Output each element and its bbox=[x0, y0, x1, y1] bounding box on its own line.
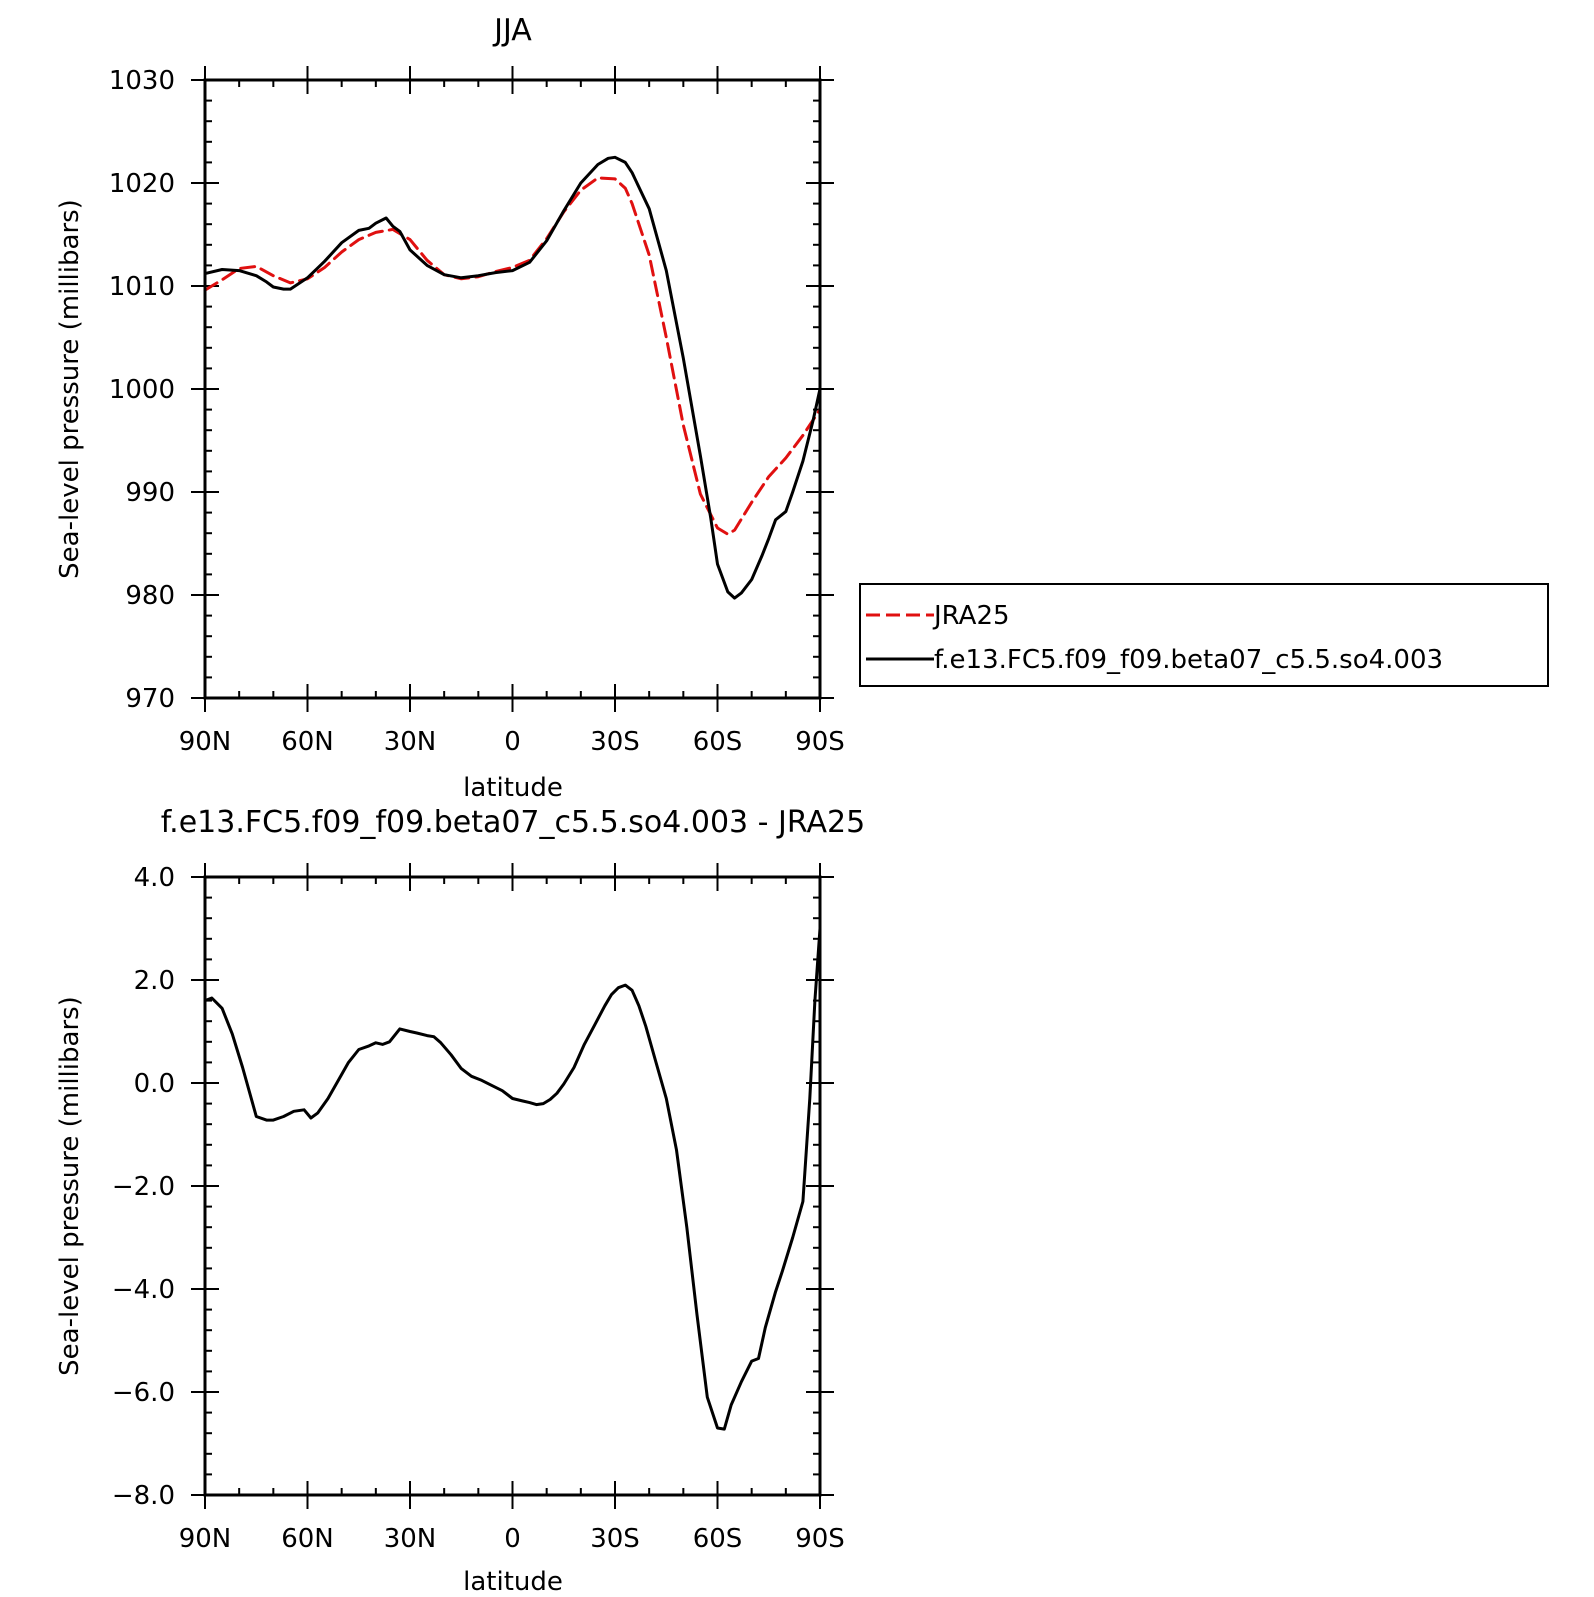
top-y-tick-labels: 970 980 990 1000 1010 1020 1030 bbox=[109, 66, 175, 714]
top-y-tick-label: 1010 bbox=[109, 272, 175, 302]
top-y-tick-label: 980 bbox=[125, 581, 175, 611]
bottom-x-tick-labels: 90N 60N 30N 0 30S 60S 90S bbox=[179, 1524, 845, 1554]
top-series-line-1 bbox=[203, 155, 822, 600]
bottom-chart-title: f.e13.FC5.f09_f09.beta07_c5.5.so4.003 - … bbox=[161, 805, 865, 840]
bottom-y-tick-label: −8.0 bbox=[112, 1481, 175, 1511]
top-x-tick-label: 30S bbox=[590, 727, 640, 757]
bottom-y-tick-label: −4.0 bbox=[112, 1275, 175, 1305]
bottom-y-tick-label: 4.0 bbox=[134, 863, 175, 893]
top-plot-frame bbox=[203, 78, 822, 700]
bottom-y-tick-label: 2.0 bbox=[134, 966, 175, 996]
top-x-tick-label: 30N bbox=[384, 727, 437, 757]
top-series-lines bbox=[203, 155, 822, 600]
legend-label-model: f.e13.FC5.f09_f09.beta07_c5.5.so4.003 bbox=[934, 645, 1443, 675]
top-y-tick-label: 1000 bbox=[109, 375, 175, 405]
top-x-tick-label: 90N bbox=[179, 727, 232, 757]
top-y-axis-title: Sea-level pressure (millibars) bbox=[55, 199, 85, 579]
top-x-tick-label: 90S bbox=[795, 727, 845, 757]
legend: JRA25 f.e13.FC5.f09_f09.beta07_c5.5.so4.… bbox=[859, 583, 1549, 687]
top-x-tick-labels: 90N 60N 30N 0 30S 60S 90S bbox=[179, 727, 845, 757]
bottom-y-tick-labels: −8.0 −6.0 −4.0 −2.0 0.0 2.0 4.0 bbox=[112, 863, 175, 1511]
top-panel: JJA 90N 60N 30N 0 30S 60S 90S 970 980 990 1000 101… bbox=[55, 13, 845, 803]
legend-label-jra25: JRA25 bbox=[932, 601, 1010, 631]
bottom-y-axis-title: Sea-level pressure (millibars) bbox=[55, 996, 85, 1376]
bottom-x-tick-label: 60S bbox=[693, 1524, 743, 1554]
bottom-x-tick-label: 30N bbox=[384, 1524, 437, 1554]
bottom-x-tick-label: 90S bbox=[795, 1524, 845, 1554]
top-y-tick-label: 1030 bbox=[109, 66, 175, 96]
bottom-y-tick-label: −6.0 bbox=[112, 1378, 175, 1408]
top-x-tick-label: 0 bbox=[504, 727, 521, 757]
bottom-series-lines bbox=[203, 927, 822, 1431]
bottom-x-axis-title: latitude bbox=[463, 1567, 563, 1597]
bottom-x-tick-label: 30S bbox=[590, 1524, 640, 1554]
bottom-y-tick-label: −2.0 bbox=[112, 1172, 175, 1202]
bottom-plot-frame bbox=[203, 875, 822, 1497]
bottom-x-tick-label: 90N bbox=[179, 1524, 232, 1554]
legend-box bbox=[859, 583, 1549, 687]
top-y-tick-label: 1020 bbox=[109, 169, 175, 199]
bottom-series-line-0 bbox=[203, 927, 822, 1431]
top-chart-title: JJA bbox=[492, 13, 532, 48]
bottom-x-tick-label: 60N bbox=[281, 1524, 334, 1554]
top-x-tick-label: 60N bbox=[281, 727, 334, 757]
top-x-axis-title: latitude bbox=[463, 773, 563, 803]
bottom-panel: f.e13.FC5.f09_f09.beta07_c5.5.so4.003 - … bbox=[55, 805, 865, 1597]
bottom-x-tick-label: 0 bbox=[504, 1524, 521, 1554]
bottom-y-tick-label: 0.0 bbox=[134, 1069, 175, 1099]
top-x-tick-label: 60S bbox=[693, 727, 743, 757]
top-y-tick-label: 990 bbox=[125, 478, 175, 508]
top-y-tick-label: 970 bbox=[125, 684, 175, 714]
